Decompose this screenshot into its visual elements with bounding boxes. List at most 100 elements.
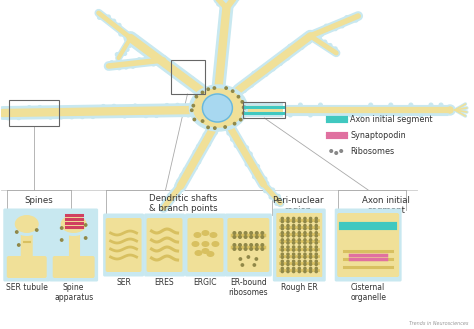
Circle shape: [175, 184, 179, 188]
Circle shape: [310, 232, 312, 234]
Circle shape: [298, 267, 301, 269]
Circle shape: [211, 109, 213, 111]
Circle shape: [243, 89, 246, 92]
Ellipse shape: [58, 212, 90, 236]
Text: Cisternal
organelle: Cisternal organelle: [350, 283, 386, 302]
Circle shape: [399, 113, 402, 117]
Circle shape: [310, 235, 312, 237]
Circle shape: [172, 73, 175, 77]
Circle shape: [253, 264, 255, 266]
Text: ERES: ERES: [155, 278, 174, 287]
Circle shape: [250, 244, 253, 246]
FancyBboxPatch shape: [185, 214, 226, 276]
Circle shape: [287, 228, 289, 230]
Circle shape: [239, 248, 241, 250]
Circle shape: [241, 264, 244, 266]
Circle shape: [84, 237, 87, 239]
Circle shape: [231, 138, 234, 141]
Circle shape: [298, 253, 301, 255]
Text: ER-bound
ribosomes: ER-bound ribosomes: [228, 278, 268, 297]
Circle shape: [315, 249, 318, 251]
Circle shape: [155, 114, 158, 117]
Circle shape: [304, 235, 306, 237]
Circle shape: [289, 113, 292, 117]
Circle shape: [409, 103, 413, 107]
Circle shape: [255, 244, 258, 246]
Circle shape: [292, 270, 295, 273]
Circle shape: [304, 242, 306, 244]
FancyBboxPatch shape: [228, 218, 269, 272]
Circle shape: [165, 68, 168, 72]
Circle shape: [234, 144, 238, 147]
Text: Rough ER: Rough ER: [281, 283, 318, 292]
Circle shape: [38, 106, 42, 109]
Circle shape: [315, 263, 318, 266]
Circle shape: [315, 253, 318, 255]
Circle shape: [214, 76, 217, 79]
Circle shape: [389, 103, 392, 107]
Circle shape: [281, 246, 283, 248]
Circle shape: [265, 182, 269, 185]
Circle shape: [232, 1, 236, 5]
Circle shape: [27, 106, 31, 109]
Circle shape: [310, 267, 312, 269]
Text: Spine
apparatus: Spine apparatus: [54, 283, 93, 302]
FancyBboxPatch shape: [106, 218, 142, 272]
Circle shape: [298, 228, 301, 230]
Circle shape: [133, 104, 137, 108]
Ellipse shape: [201, 241, 210, 247]
Circle shape: [192, 104, 194, 107]
Circle shape: [149, 46, 152, 50]
Circle shape: [286, 56, 289, 60]
FancyBboxPatch shape: [146, 218, 182, 272]
Circle shape: [419, 113, 423, 117]
Circle shape: [231, 90, 234, 92]
Circle shape: [135, 36, 138, 39]
Circle shape: [207, 143, 210, 146]
Circle shape: [84, 224, 87, 226]
Ellipse shape: [191, 241, 200, 247]
Circle shape: [288, 44, 292, 48]
Circle shape: [137, 58, 141, 62]
Circle shape: [304, 220, 306, 223]
Circle shape: [287, 239, 289, 241]
Circle shape: [219, 22, 223, 26]
Circle shape: [281, 253, 283, 255]
Circle shape: [281, 232, 283, 234]
Circle shape: [125, 37, 128, 40]
Circle shape: [287, 217, 289, 219]
Circle shape: [255, 258, 257, 260]
Ellipse shape: [12, 212, 42, 236]
Circle shape: [170, 190, 174, 194]
Circle shape: [233, 122, 236, 125]
Circle shape: [315, 256, 318, 258]
Circle shape: [207, 126, 209, 129]
Circle shape: [445, 105, 455, 115]
Circle shape: [319, 103, 322, 107]
Circle shape: [255, 236, 258, 238]
Circle shape: [195, 109, 198, 111]
Text: Spines: Spines: [24, 196, 53, 205]
Circle shape: [304, 232, 306, 234]
Circle shape: [310, 217, 312, 219]
Circle shape: [304, 270, 306, 273]
Circle shape: [244, 244, 247, 246]
Circle shape: [222, 70, 226, 73]
Circle shape: [292, 256, 295, 258]
Circle shape: [226, 37, 229, 40]
Circle shape: [304, 263, 306, 266]
Circle shape: [177, 179, 181, 183]
Circle shape: [287, 225, 289, 227]
Circle shape: [287, 235, 289, 237]
Circle shape: [163, 200, 166, 203]
Circle shape: [201, 120, 204, 122]
FancyBboxPatch shape: [276, 213, 322, 277]
FancyBboxPatch shape: [337, 213, 399, 277]
Circle shape: [233, 248, 236, 250]
Circle shape: [310, 260, 312, 263]
Circle shape: [328, 43, 332, 47]
Circle shape: [214, 127, 216, 129]
Circle shape: [304, 256, 306, 258]
Circle shape: [292, 249, 295, 251]
Circle shape: [299, 103, 302, 107]
